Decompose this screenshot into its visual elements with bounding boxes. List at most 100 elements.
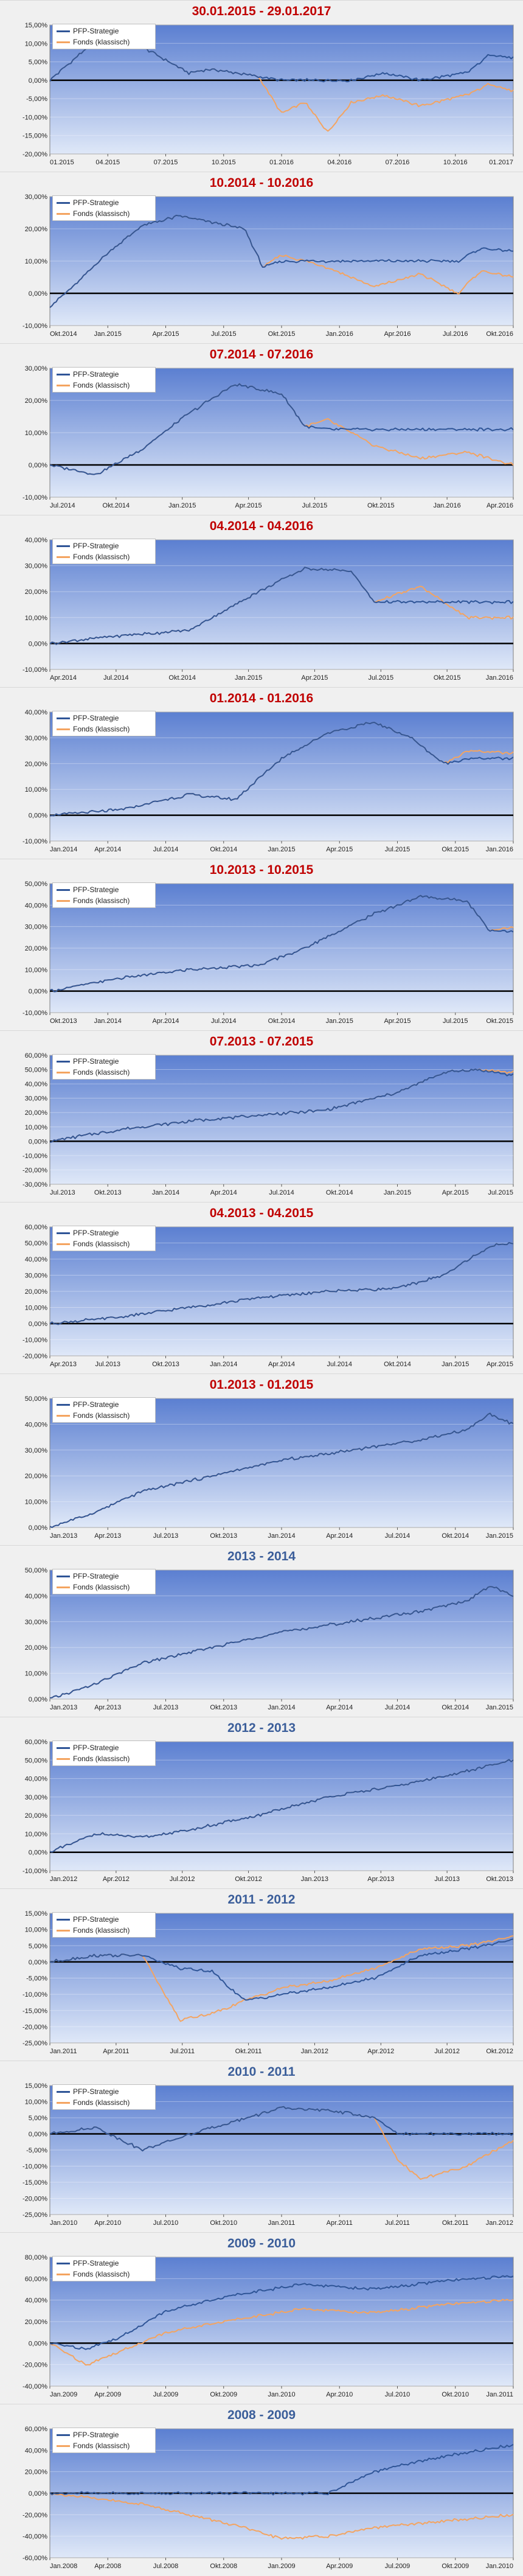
legend-entry: PFP-Strategie (57, 2429, 119, 2440)
legend-label: PFP-Strategie (73, 1572, 119, 1580)
legend-entry: Fonds (klassisch) (57, 1925, 130, 1936)
x-tick-label: Apr.2012 (103, 1876, 130, 1883)
chart-panel: 2013 - 2014 50,00% 40,00% 30,00% 20,00% 10,00… (0, 1545, 523, 1717)
legend-entry: PFP-Strategie (57, 2258, 119, 2269)
x-tick-label: Okt.2014 (268, 1017, 296, 1025)
chart-panel: 30.01.2015 - 29.01.2017 15,00% 10,00% 5,00%… (0, 0, 523, 172)
legend-label: Fonds (klassisch) (73, 896, 130, 905)
legend-label: Fonds (klassisch) (73, 1583, 130, 1591)
legend-entry: Fonds (klassisch) (57, 724, 130, 735)
series-line-fonds (49, 2299, 514, 2366)
x-tick-label: Okt.2014 (384, 1361, 411, 1368)
legend-label: Fonds (klassisch) (73, 1068, 130, 1077)
y-tick-label: 0,00% (29, 1321, 47, 1328)
series-line-pfp (49, 567, 514, 645)
legend-entry: Fonds (klassisch) (57, 1410, 130, 1421)
y-tick-label: 40,00% (25, 710, 48, 716)
series-line-pfp (49, 2275, 514, 2350)
x-tick-label: Apr.2015 (326, 846, 353, 853)
x-tick-label: Jan.2015 (326, 1017, 353, 1025)
series-line-pfp (49, 1412, 514, 1528)
legend-swatch (57, 1403, 70, 1406)
y-tick-label: 30,00% (25, 735, 48, 742)
x-tick-label: Apr.2014 (326, 1704, 353, 1711)
y-tick-label: 60,00% (25, 2426, 48, 2433)
y-tick-label: -10,00% (23, 114, 47, 121)
chart-panel: 2008 - 2009 60,00% 40,00% 20,00% 0,00% -20,00… (0, 2404, 523, 2576)
legend-label: Fonds (klassisch) (73, 1240, 130, 1248)
x-tick-label: Jul.2015 (211, 330, 237, 338)
x-tick-label: Jul.2012 (170, 1876, 195, 1883)
y-tick-label: 0,00% (29, 2490, 47, 2497)
legend-label: Fonds (klassisch) (73, 38, 130, 46)
legend-entry: PFP-Strategie (57, 1914, 119, 1925)
legend-entry: PFP-Strategie (57, 369, 119, 380)
y-tick-label: 15,00% (25, 2083, 48, 2090)
legend-label: Fonds (klassisch) (73, 2442, 130, 2450)
legend-label: Fonds (klassisch) (73, 1411, 130, 1420)
x-tick-label: Jan.2015 (168, 502, 196, 509)
legend-label: PFP-Strategie (73, 2259, 119, 2267)
legend-entry: Fonds (klassisch) (57, 551, 130, 562)
legend-swatch (57, 556, 70, 558)
y-tick-label: 0,00% (29, 1524, 47, 1532)
chart-title: 2010 - 2011 (227, 2065, 296, 2079)
y-tick-label: -40,00% (23, 2383, 47, 2390)
series-line-pfp (49, 214, 514, 309)
x-tick-label: Jul.2010 (153, 2219, 179, 2227)
series-line-pfp (49, 1586, 514, 1699)
x-tick-label: Jan.2016 (486, 846, 513, 853)
y-tick-label: -20,00% (23, 2362, 47, 2369)
legend-swatch (57, 201, 70, 204)
y-tick-label: 10,00% (25, 40, 48, 47)
chart-legend: PFP-Strategie Fonds (klassisch) (52, 1740, 156, 1766)
legend-label: Fonds (klassisch) (73, 553, 130, 561)
chart-title: 2008 - 2009 (227, 2408, 296, 2422)
chart-legend: PFP-Strategie Fonds (klassisch) (52, 195, 156, 221)
y-tick-label: -60,00% (23, 2555, 47, 2562)
legend-entry: PFP-Strategie (57, 197, 119, 208)
x-tick-label: Okt.2012 (235, 1876, 262, 1883)
series-line-fonds (49, 2492, 514, 2540)
x-tick-label: Jul.2015 (385, 846, 410, 853)
x-tick-label: Okt.2014 (50, 330, 77, 338)
y-tick-label: -30,00% (23, 1181, 47, 1189)
legend-swatch (57, 2090, 70, 2093)
y-tick-label: 0,00% (29, 812, 47, 820)
y-tick-label: 50,00% (25, 1396, 48, 1403)
y-tick-label: 20,00% (25, 1812, 48, 1820)
y-tick-label: -10,00% (23, 1010, 47, 1017)
x-tick-label: Okt.2011 (442, 2219, 469, 2227)
x-tick-label: Okt.2015 (442, 846, 469, 853)
x-tick-label: Jan.2015 (384, 1189, 411, 1196)
x-tick-label: Jul.2013 (50, 1189, 75, 1196)
x-tick-label: Apr.2010 (94, 2219, 121, 2227)
chart-title: 07.2014 - 07.2016 (209, 347, 314, 361)
legend-label: Fonds (klassisch) (73, 2270, 130, 2278)
y-tick-label: 80,00% (25, 2255, 48, 2261)
y-tick-label: 20,00% (25, 1473, 48, 1480)
y-tick-label: -15,00% (23, 2008, 47, 2015)
y-tick-label: -10,00% (23, 323, 47, 330)
x-tick-label: Jul.2009 (385, 2563, 410, 2570)
chart-panel: 07.2013 - 07.2015 60,00% 50,00% 40,00% 30,00… (0, 1030, 523, 1202)
x-tick-label: Jan.2009 (50, 2391, 77, 2398)
y-tick-label: -15,00% (23, 133, 47, 140)
chart-legend: PFP-Strategie Fonds (klassisch) (52, 2428, 156, 2453)
x-tick-label: Apr.2015 (384, 1017, 410, 1025)
x-tick-label: Jan.2014 (210, 1361, 237, 1368)
x-tick-label: Okt.2012 (486, 2048, 513, 2055)
legend-entry: Fonds (klassisch) (57, 208, 130, 219)
chart-panel: 2012 - 2013 60,00% 50,00% 40,00% 30,00% 20,00… (0, 1717, 523, 1889)
x-tick-label: Apr.2014 (268, 1361, 295, 1368)
legend-label: PFP-Strategie (73, 27, 119, 35)
x-tick-label: Jul.2013 (153, 1704, 179, 1711)
chart-title: 04.2013 - 04.2015 (209, 1206, 314, 1220)
x-tick-label: 01.2016 (269, 159, 294, 166)
y-tick-label: -25,00% (23, 2211, 47, 2219)
x-tick-label: Jul.2014 (153, 846, 179, 853)
chart-panel: 2010 - 2011 15,00% 10,00% 5,00% 0,00% -5,00% -… (0, 2061, 523, 2233)
x-tick-label: Jan.2011 (268, 2219, 295, 2227)
chart-legend: PFP-Strategie Fonds (klassisch) (52, 2256, 156, 2281)
